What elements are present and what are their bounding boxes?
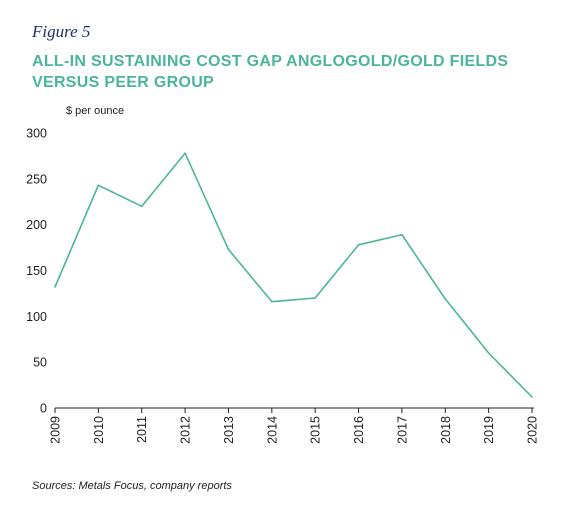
figure-label: Figure 5: [32, 22, 91, 41]
y-axis-ticks: 0 50 100 150 200 250 300: [26, 127, 47, 416]
y-tick-label: 50: [33, 356, 47, 370]
data-point: [357, 244, 360, 246]
x-tick-label: 2017: [395, 416, 409, 444]
y-tick-label: 100: [26, 310, 47, 324]
x-tick-label: 2014: [265, 416, 279, 444]
x-tick-label: 2009: [49, 416, 63, 444]
x-tick-label: 2016: [352, 416, 366, 444]
data-point: [401, 233, 403, 236]
chart-title-line-2: VERSUS PEER GROUP: [32, 74, 215, 91]
x-axis-ticks: 2009 2010 2011 2012 2013 2014 2015 2016 2017 2018…: [49, 408, 540, 444]
y-tick-label: 300: [26, 127, 47, 141]
chart-title-line-1: ALL-IN SUSTAINING COST GAP ANGLOGOLD/GOL…: [32, 53, 509, 70]
x-tick-label: 2019: [482, 416, 496, 444]
data-point: [184, 152, 186, 154]
x-tick-label: 2018: [439, 416, 453, 444]
data-point: [97, 184, 100, 187]
data-point: [487, 352, 490, 354]
x-tick-label: 2010: [92, 416, 106, 444]
x-tick-label: 2011: [135, 416, 149, 443]
y-tick-label: 250: [26, 172, 47, 186]
y-tick-label: 150: [26, 264, 47, 278]
x-tick-label: 2012: [179, 416, 193, 444]
data-point: [444, 298, 447, 300]
series-line: [54, 152, 533, 398]
x-tick-label: 2015: [309, 416, 323, 444]
data-point: [271, 300, 273, 303]
y-tick-label: 0: [40, 402, 47, 416]
data-point: [314, 297, 316, 299]
y-tick-label: 200: [26, 218, 47, 232]
data-point: [54, 286, 56, 288]
source-note: Sources: Metals Focus, company reports: [32, 480, 232, 492]
x-tick-label: 2013: [222, 416, 236, 444]
chart-title: ALL-IN SUSTAINING COST GAP ANGLOGOLD/GOL…: [32, 51, 552, 93]
data-point: [227, 248, 230, 251]
data-points: [54, 152, 533, 398]
data-point: [140, 205, 143, 208]
x-tick-label: 2020: [526, 416, 540, 444]
y-axis-label: $ per ounce: [66, 105, 124, 117]
data-point: [531, 396, 533, 398]
